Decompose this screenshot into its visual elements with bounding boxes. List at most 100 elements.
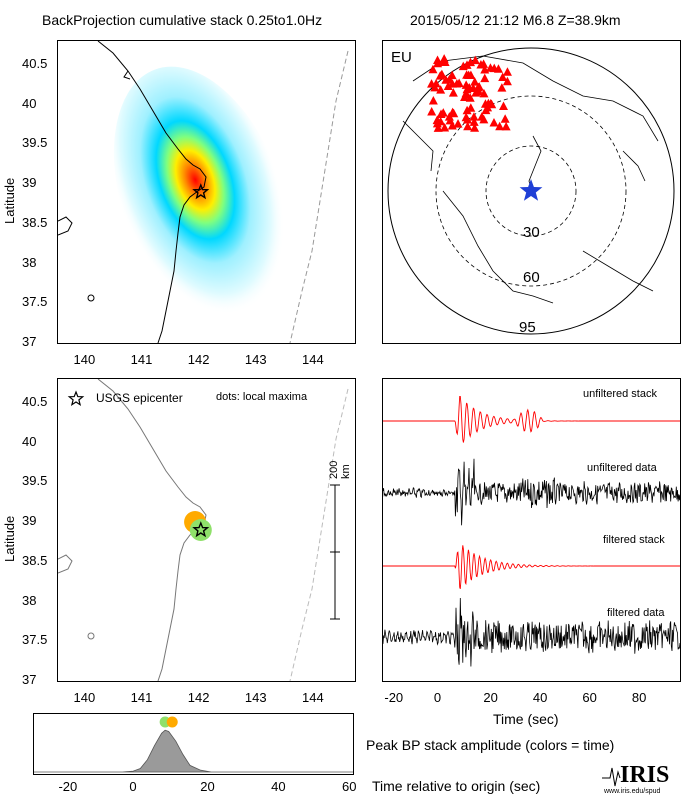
xtick-label: 144	[302, 352, 324, 367]
globe-continents	[402, 55, 659, 304]
globe-panel: EU 30 60 95	[382, 40, 681, 344]
label-filtered-stack: filtered stack	[603, 534, 665, 546]
legend-dots: dots: local maxima	[216, 391, 308, 403]
ring-label-60: 60	[523, 269, 540, 286]
bottom-epicenter-star	[192, 521, 210, 538]
station-marker	[470, 55, 480, 65]
legend-epicenter: USGS epicenter	[96, 391, 183, 405]
station-marker	[428, 64, 438, 74]
station-marker	[436, 85, 446, 94]
ytick-label: 38	[22, 254, 37, 270]
station-marker	[473, 86, 483, 96]
station-marker	[489, 63, 499, 73]
station-marker	[463, 115, 473, 124]
traces-svg	[383, 396, 680, 667]
station-marker	[497, 83, 507, 92]
amplitude-svg	[34, 716, 353, 773]
unfiltered-stack-trace	[383, 396, 680, 443]
amplitude-peak-marker	[166, 716, 178, 728]
station-marker	[480, 73, 490, 83]
amplitude-peak-markers	[159, 716, 178, 728]
bottom-map-svg	[58, 379, 349, 681]
ytick-label: 38.5	[22, 214, 48, 230]
svg-text:www.iris.edu/spud: www.iris.edu/spud	[603, 788, 661, 795]
bottom-map-ylabel: Latitude	[2, 515, 17, 562]
amplitude-xtick-label: 0	[129, 779, 137, 794]
station-marker	[468, 83, 478, 93]
ytick-label: 40.5	[22, 55, 48, 71]
label-filtered-data: filtered data	[607, 607, 665, 619]
station-marker	[427, 106, 437, 116]
ytick-label: 38	[22, 592, 37, 608]
amplitude-title: Peak BP stack amplitude (colors = time)	[366, 737, 615, 753]
station-marker	[436, 116, 446, 126]
station-marker	[469, 117, 479, 126]
station-marker	[477, 112, 487, 121]
xtick-label: 140	[73, 352, 96, 367]
filtered-data-trace	[383, 597, 680, 667]
station-marker	[433, 58, 443, 68]
station-marker	[466, 57, 476, 67]
ring-label-95: 95	[519, 319, 536, 336]
ytick-label: 40.5	[22, 393, 48, 409]
filtered-stack-trace	[383, 545, 680, 589]
legend-star-icon	[67, 390, 85, 407]
top-map-panel	[57, 40, 356, 344]
traces-xtick-label: 40	[532, 690, 548, 705]
ytick-label: 39	[22, 175, 37, 191]
xtick-label: 143	[244, 352, 267, 367]
label-unfiltered-data: unfiltered data	[587, 462, 657, 474]
xtick-label: 144	[302, 690, 324, 705]
local-maximum-dot	[189, 519, 212, 541]
top-map-svg	[58, 41, 349, 343]
station-marker	[439, 54, 449, 63]
station-marker	[431, 78, 441, 88]
station-marker	[444, 112, 454, 121]
station-marker	[443, 81, 453, 91]
left-title: BackProjection cumulative stack 0.25to1.…	[42, 12, 323, 28]
station-marker	[447, 79, 457, 88]
epicenter-star	[192, 183, 210, 200]
event-star	[519, 179, 543, 201]
station-marker	[502, 67, 512, 76]
station-marker	[458, 61, 468, 71]
ytick-label: 38.5	[22, 552, 48, 568]
ytick-label: 40	[22, 433, 37, 449]
station-marker	[453, 119, 463, 128]
ytick-label: 40	[22, 95, 37, 111]
station-marker	[437, 69, 447, 79]
ytick-label: 37.5	[22, 294, 48, 310]
station-marker	[469, 112, 479, 121]
station-marker	[470, 77, 480, 86]
coastline	[58, 41, 207, 343]
station-marker	[501, 121, 511, 131]
xtick-label: 140	[73, 690, 96, 705]
amplitude-xtick-label: -20	[58, 779, 78, 794]
xtick-label: 141	[130, 352, 153, 367]
station-marker	[470, 123, 480, 132]
amplitude-xlabel: Time relative to origin (sec)	[372, 778, 541, 794]
station-marker	[436, 109, 446, 119]
local-maxima-dots	[184, 511, 212, 541]
ytick-label: 39.5	[22, 473, 48, 489]
station-marker	[462, 105, 472, 115]
iris-logo: IRIS www.iris.edu/spud	[600, 758, 684, 796]
coastline-bottom	[58, 379, 207, 681]
right-title: 2015/05/12 21:12 M6.8 Z=38.9km	[410, 12, 621, 28]
amplitude-panel	[33, 713, 354, 775]
unfiltered-data-trace	[383, 458, 680, 526]
globe-label: EU	[391, 49, 412, 66]
station-marker	[479, 88, 489, 98]
station-marker	[498, 72, 508, 82]
trench-line	[289, 50, 349, 343]
station-marker	[441, 75, 451, 84]
traces-xtick-label: 80	[631, 690, 647, 705]
station-marker	[448, 88, 458, 97]
traces-xtick-label: 0	[433, 690, 442, 705]
xtick-label: 142	[187, 352, 210, 367]
traces-panel: unfiltered stack unfiltered data filtere…	[382, 378, 681, 682]
station-marker	[440, 122, 450, 132]
backprojection-heatmap	[113, 66, 293, 336]
xtick-label: 142	[187, 690, 210, 705]
station-marker	[461, 80, 471, 89]
